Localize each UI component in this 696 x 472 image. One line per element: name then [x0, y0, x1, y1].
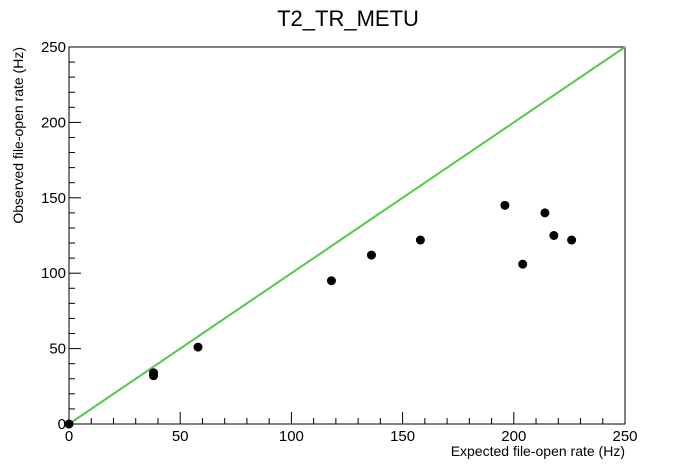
- chart-title: T2_TR_METU: [277, 6, 419, 31]
- y-tick-label: 250: [41, 39, 66, 56]
- x-tick-label: 200: [501, 428, 526, 445]
- y-tick-label: 0: [58, 416, 66, 433]
- data-point: [540, 208, 550, 218]
- data-point: [549, 231, 559, 240]
- plot-frame: [68, 46, 626, 425]
- y-axis-title: Observed file-open rate (Hz): [10, 47, 26, 224]
- y-tick-label: 100: [41, 265, 66, 282]
- data-point: [366, 250, 376, 260]
- x-tick-label: 250: [612, 428, 637, 445]
- data-points: [64, 200, 577, 429]
- x-tick-label: 50: [172, 428, 189, 445]
- data-point: [415, 235, 425, 245]
- data-point: [518, 259, 528, 269]
- axis-ticks: [68, 46, 626, 425]
- data-point: [149, 368, 159, 378]
- x-tick-label: 150: [390, 428, 415, 445]
- reference-line: [68, 46, 626, 425]
- tick-labels: 0 50 100 150 200 250 0 50 100 150 200 250: [41, 39, 638, 445]
- y-tick-label: 50: [49, 341, 66, 358]
- y-tick-label: 200: [41, 114, 66, 131]
- data-point: [567, 235, 577, 245]
- y-tick-label: 150: [41, 190, 66, 207]
- data-point: [193, 342, 203, 352]
- data-point: [64, 419, 74, 429]
- data-point: [326, 276, 336, 286]
- x-tick-label: 0: [65, 428, 73, 445]
- x-axis-title: Expected file-open rate (Hz): [451, 443, 625, 459]
- data-point: [500, 200, 510, 210]
- x-tick-label: 100: [279, 428, 304, 445]
